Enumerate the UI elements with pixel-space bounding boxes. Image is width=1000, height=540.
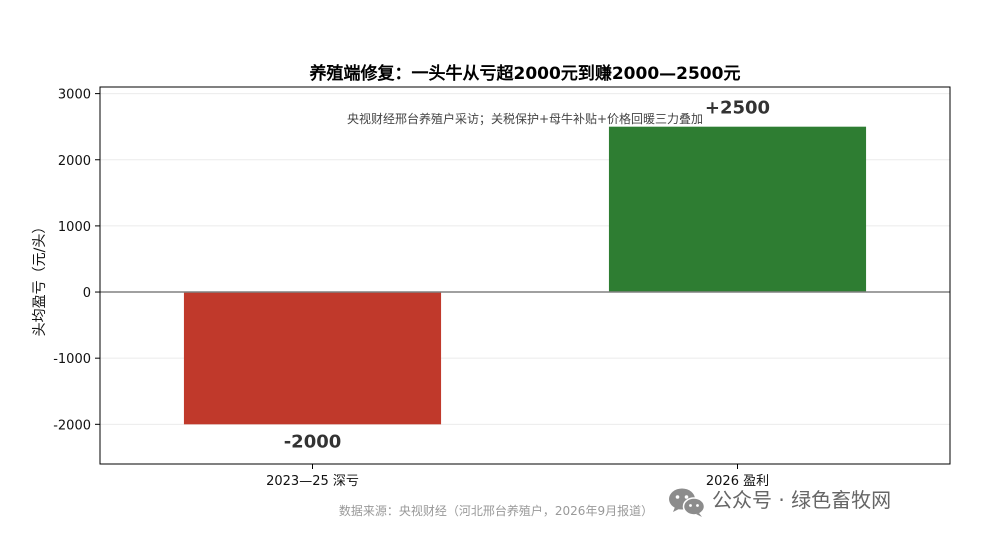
bar-deficit-2023-25: [183, 292, 442, 425]
x-tick-label: 2023—25 深亏: [266, 474, 359, 489]
bar-profit-2026: [608, 126, 867, 293]
y-tick-label: 2000: [58, 154, 91, 169]
plot-area: -2000 +2500: [99, 86, 951, 465]
watermark-text: 公众号 · 绿色畜牧网: [712, 488, 891, 512]
y-tick-label: 1000: [58, 220, 91, 235]
source-note: 数据来源：央视财经（河北邢台养殖户，2026年9月报道）: [339, 503, 653, 518]
bar-value-label: +2500: [705, 98, 770, 119]
bar-value-label: -2000: [284, 431, 342, 452]
chart-title: 养殖端修复：一头牛从亏超2000元到赚2000—2500元: [309, 63, 741, 84]
y-tick-label: -1000: [53, 352, 91, 367]
y-tick-label: 3000: [58, 88, 91, 103]
y-axis-label: 头均盈亏（元/头）: [32, 220, 48, 337]
y-axis: 3000 2000 1000 0 -1000 -2000: [53, 88, 100, 433]
x-axis: 2023—25 深亏 2026 盈利: [266, 464, 769, 489]
y-tick-label: 0: [83, 286, 91, 301]
chart-subtitle: 央视财经邢台养殖户采访；关税保护+母牛补贴+价格回暖三力叠加: [347, 111, 703, 126]
plot-frame: [99, 86, 951, 465]
wechat-icon: [669, 488, 706, 517]
x-tick-label: 2026 盈利: [706, 474, 769, 489]
watermark: 公众号 · 绿色畜牧网: [669, 488, 891, 517]
y-tick-label: -2000: [53, 418, 91, 433]
